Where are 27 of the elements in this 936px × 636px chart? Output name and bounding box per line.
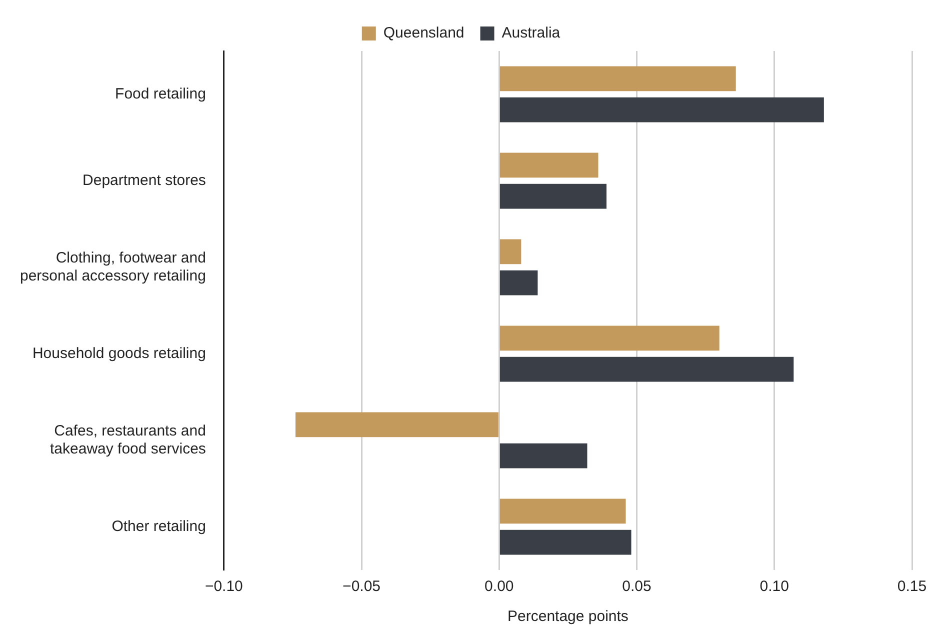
legend-label: Australia xyxy=(502,24,561,42)
bar xyxy=(500,66,736,92)
y-tick-label: Cafes, restaurants and takeaway food services xyxy=(50,422,206,458)
bar xyxy=(500,498,626,524)
bar xyxy=(500,270,538,296)
bar xyxy=(500,184,606,209)
legend-label: Queensland xyxy=(383,24,464,42)
bar xyxy=(295,412,498,438)
x-tick-label: 0.05 xyxy=(622,578,652,596)
bar xyxy=(500,326,720,351)
bar xyxy=(500,239,522,264)
bar xyxy=(500,356,794,382)
x-tick-label: 0.00 xyxy=(484,578,514,596)
bar xyxy=(500,443,588,468)
x-tick-label: −0.10 xyxy=(204,578,243,596)
x-tick-label: 0.10 xyxy=(760,578,789,596)
x-tick-label: −0.05 xyxy=(342,578,381,596)
bar xyxy=(500,152,598,178)
bar xyxy=(500,530,632,555)
bar xyxy=(500,97,824,122)
y-tick-label: Other retailing xyxy=(112,518,206,535)
y-tick-label: Clothing, footwear and personal accessory retailing xyxy=(20,249,206,284)
y-tick-label: Food retailing xyxy=(115,85,206,102)
x-axis-title: Percentage points xyxy=(508,608,628,626)
y-tick-label: Department stores xyxy=(82,172,206,189)
y-tick-label: Household goods retailing xyxy=(32,344,206,362)
x-tick-label: 0.15 xyxy=(897,578,927,596)
